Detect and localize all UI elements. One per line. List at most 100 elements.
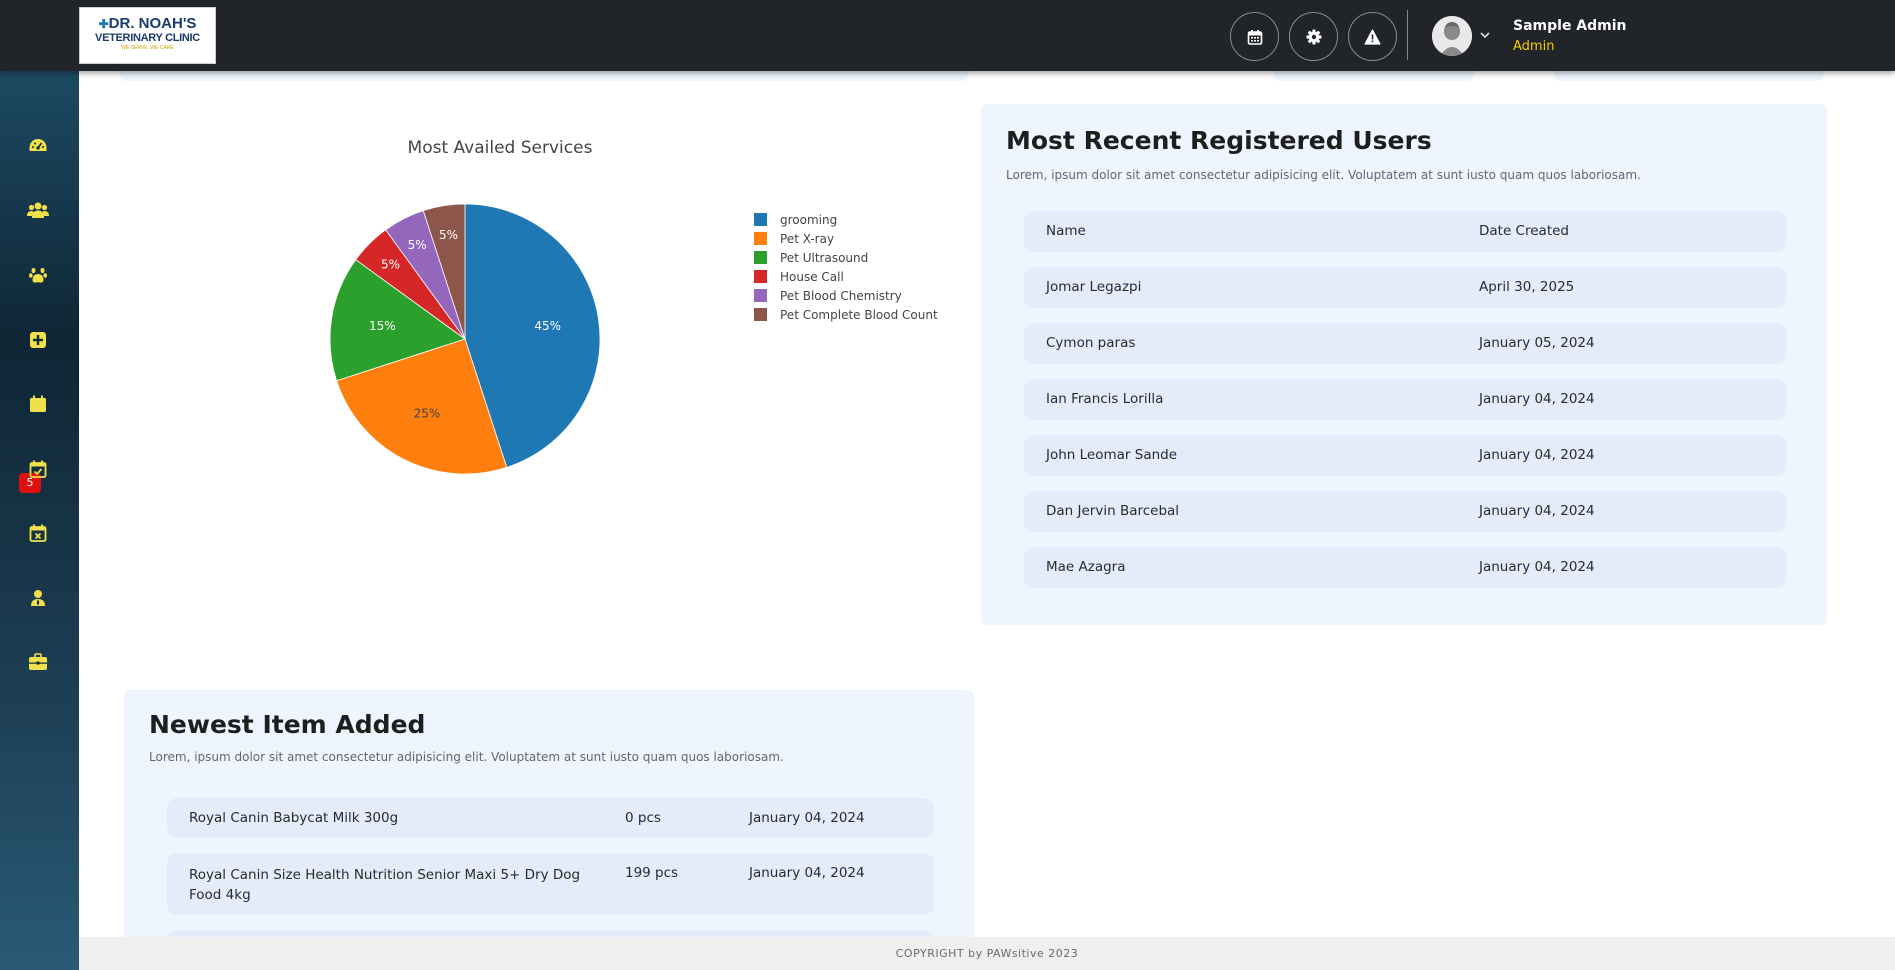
calendar-alert-icon bbox=[30, 395, 46, 412]
footer: COPYRIGHT by PAWsitive 2023 bbox=[79, 937, 1895, 970]
legend-item[interactable]: Pet X-ray bbox=[754, 229, 938, 248]
recent-users-title: Most Recent Registered Users bbox=[1006, 126, 1432, 155]
pie-data-label: 5% bbox=[408, 238, 427, 252]
chart-legend: grooming Pet X-ray Pet Ultrasound House Cal… bbox=[754, 210, 938, 324]
paw-icon bbox=[29, 267, 47, 283]
legend-swatch bbox=[754, 270, 767, 283]
pie-slice-pet-complete-blood-count[interactable] bbox=[422, 203, 466, 340]
pie-data-label: 15% bbox=[369, 319, 396, 333]
table-row[interactable]: Ian Francis Lorilla January 04, 2024 bbox=[1024, 379, 1786, 420]
user-name-cell: Jomar Legazpi bbox=[1046, 279, 1142, 295]
sidebar-item-services[interactable] bbox=[27, 329, 49, 351]
calendar-x-icon bbox=[29, 524, 47, 542]
user-date-cell: January 04, 2024 bbox=[1479, 391, 1595, 407]
pie-data-label: 45% bbox=[534, 319, 561, 333]
sidebar-item-pets[interactable] bbox=[27, 264, 49, 286]
user-name-cell: John Leomar Sande bbox=[1046, 447, 1178, 463]
recent-users-description: Lorem, ipsum dolor sit amet consectetur … bbox=[1006, 168, 1641, 182]
calendar-icon bbox=[1247, 29, 1262, 45]
legend-label: Pet X-ray bbox=[780, 231, 835, 246]
item-date-cell: January 04, 2024 bbox=[749, 865, 865, 881]
top-card-edge bbox=[119, 71, 969, 81]
legend-swatch bbox=[754, 251, 767, 264]
item-name-cell: Royal Canin Babycat Milk 300g bbox=[189, 810, 399, 826]
user-date-cell: April 30, 2025 bbox=[1479, 279, 1575, 295]
sidebar-item-users[interactable] bbox=[27, 199, 49, 221]
logo-line-3: WE SERVE, WE CARE bbox=[121, 45, 174, 51]
sidebar-item-inventory[interactable] bbox=[27, 651, 49, 673]
paw-logo-icon: ✚ bbox=[98, 17, 109, 31]
pie-slice-pet-ultrasound[interactable] bbox=[329, 259, 466, 382]
item-name-cell: Royal Canin Size Health Nutrition Senior… bbox=[189, 867, 581, 903]
gear-icon bbox=[1306, 29, 1321, 44]
calendar-button[interactable] bbox=[1230, 12, 1279, 61]
column-header-date: Date Created bbox=[1479, 223, 1569, 239]
user-date-cell: January 04, 2024 bbox=[1479, 559, 1595, 575]
dashboard-content: Most Availed Services 45% 25% 15% 5% 5% 5% gr… bbox=[79, 71, 1895, 970]
column-header-name: Name bbox=[1046, 223, 1086, 239]
legend-swatch bbox=[754, 308, 767, 321]
users-icon bbox=[27, 202, 49, 218]
alerts-button[interactable] bbox=[1348, 12, 1397, 61]
sidebar: 5 bbox=[0, 71, 79, 970]
top-card-edge bbox=[1274, 71, 1474, 81]
dashboard-icon bbox=[29, 139, 47, 151]
clinic-logo[interactable]: ✚DR. NOAH'S VETERINARY CLINIC WE SERVE, … bbox=[79, 7, 216, 64]
briefcase-icon bbox=[29, 653, 47, 670]
chevron-down-icon[interactable] bbox=[1480, 26, 1490, 42]
user-name-cell: Dan Jervin Barcebal bbox=[1046, 503, 1180, 519]
legend-item[interactable]: House Call bbox=[754, 267, 938, 286]
item-qty-cell: 199 pcs bbox=[625, 865, 679, 881]
sidebar-item-pending-appointments[interactable] bbox=[27, 393, 49, 415]
user-date-cell: January 05, 2024 bbox=[1479, 335, 1595, 351]
legend-label: Pet Blood Chemistry bbox=[780, 288, 902, 303]
sidebar-item-approved-appointments[interactable] bbox=[27, 458, 49, 480]
table-header-row: Name Date Created bbox=[1024, 211, 1786, 252]
table-row[interactable]: Jomar Legazpi April 30, 2025 bbox=[1024, 267, 1786, 308]
user-name-cell: Cymon paras bbox=[1046, 335, 1136, 351]
newest-items-card: Newest Item Added Lorem, ipsum dolor sit… bbox=[124, 690, 974, 970]
top-card-edge bbox=[1554, 71, 1824, 81]
legend-item[interactable]: Pet Blood Chemistry bbox=[754, 286, 938, 305]
user-name: Sample Admin bbox=[1513, 18, 1627, 34]
item-qty-cell: 0 pcs bbox=[625, 810, 661, 826]
legend-label: grooming bbox=[780, 212, 838, 227]
table-row[interactable]: Dan Jervin Barcebal January 04, 2024 bbox=[1024, 491, 1786, 532]
legend-item[interactable]: Pet Complete Blood Count bbox=[754, 305, 938, 324]
legend-item[interactable]: grooming bbox=[754, 210, 938, 229]
table-row[interactable]: Mae Azagra January 04, 2024 bbox=[1024, 547, 1786, 588]
user-avatar-icon bbox=[1432, 16, 1472, 56]
legend-item[interactable]: Pet Ultrasound bbox=[754, 248, 938, 267]
user-name-cell: Mae Azagra bbox=[1046, 559, 1126, 575]
item-date-cell: January 04, 2024 bbox=[749, 810, 865, 826]
pie-slice-pet-x-ray[interactable] bbox=[336, 338, 508, 475]
legend-swatch bbox=[754, 289, 767, 302]
navbar-divider bbox=[1407, 10, 1408, 60]
newest-items-description: Lorem, ipsum dolor sit amet consectetur … bbox=[149, 750, 784, 764]
avatar[interactable] bbox=[1432, 16, 1472, 56]
newest-items-title: Newest Item Added bbox=[149, 710, 426, 739]
pie-data-label: 5% bbox=[381, 258, 400, 272]
user-role: Admin bbox=[1513, 39, 1555, 54]
sidebar-item-dashboard[interactable] bbox=[27, 135, 49, 157]
sidebar-item-cancelled-appointments[interactable] bbox=[27, 522, 49, 544]
table-row[interactable]: Royal Canin Size Health Nutrition Senior… bbox=[167, 853, 934, 915]
calendar-check-icon bbox=[29, 460, 47, 478]
table-row[interactable]: John Leomar Sande January 04, 2024 bbox=[1024, 435, 1786, 476]
sidebar-item-staff[interactable] bbox=[27, 587, 49, 609]
legend-label: Pet Complete Blood Count bbox=[780, 307, 938, 322]
legend-label: House Call bbox=[780, 269, 844, 284]
staff-icon bbox=[31, 590, 45, 606]
pie-data-label: 25% bbox=[414, 407, 441, 421]
table-row[interactable]: Cymon paras January 05, 2024 bbox=[1024, 323, 1786, 364]
logo-line-2: VETERINARY CLINIC bbox=[95, 32, 200, 44]
legend-swatch bbox=[754, 232, 767, 245]
logo-line-1: DR. NOAH'S bbox=[108, 15, 197, 32]
table-row[interactable]: Royal Canin Babycat Milk 300g 0 pcs Janu… bbox=[167, 798, 934, 838]
user-date-cell: January 04, 2024 bbox=[1479, 447, 1595, 463]
settings-button[interactable] bbox=[1289, 12, 1338, 61]
legend-swatch bbox=[754, 213, 767, 226]
pie-slice-grooming[interactable] bbox=[464, 203, 601, 468]
user-date-cell: January 04, 2024 bbox=[1479, 503, 1595, 519]
warning-icon bbox=[1364, 28, 1381, 45]
